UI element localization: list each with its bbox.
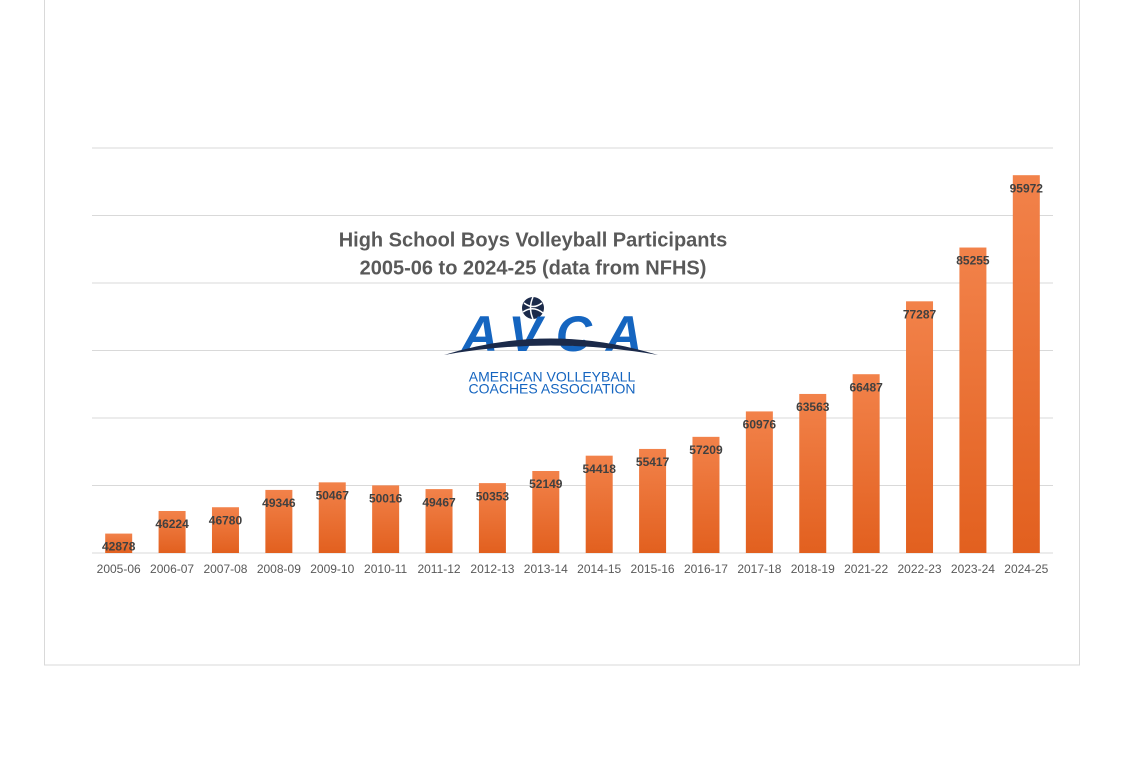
x-tick-label: 2024-25	[1004, 562, 1048, 576]
bar	[532, 470, 560, 553]
data-label: 77287	[903, 307, 937, 321]
bar	[105, 533, 133, 553]
chart-subtitle: 2005-06 to 2024-25 (data from NFHS)	[360, 257, 707, 279]
data-label: 49467	[422, 495, 456, 509]
data-label: 50353	[476, 489, 510, 503]
logo-line: COACHES ASSOCIATION	[469, 381, 636, 397]
data-label: 52149	[529, 477, 563, 491]
data-label: 55417	[636, 455, 670, 469]
data-label: 63563	[796, 400, 830, 414]
x-tick-label: 2006-07	[150, 562, 194, 576]
data-label: 46224	[155, 517, 189, 531]
bar	[692, 436, 720, 553]
data-label: 57209	[689, 443, 723, 457]
data-label: 85255	[956, 254, 990, 268]
x-tick-label: 2008-09	[257, 562, 301, 576]
x-tick-label: 2007-08	[203, 562, 247, 576]
bar	[906, 301, 934, 553]
x-tick-label: 2005-06	[97, 562, 141, 576]
bars	[105, 175, 1040, 553]
data-label: 46780	[209, 513, 243, 527]
bar	[211, 507, 239, 553]
chart-title: High School Boys Volleyball Participants	[339, 229, 728, 251]
data-label: 95972	[1010, 181, 1044, 195]
x-tick-label: 2010-11	[364, 562, 407, 576]
labels: 2005-06 42878 2006-07 46224 2007-08 46780 2008…	[97, 181, 1049, 576]
data-label: 66487	[849, 380, 883, 394]
bar	[265, 489, 293, 553]
bar	[372, 485, 400, 553]
bar	[478, 483, 506, 553]
bar	[158, 510, 186, 553]
bar	[585, 455, 613, 553]
x-tick-label: 2015-16	[631, 562, 675, 576]
x-tick-label: 2014-15	[577, 562, 621, 576]
x-tick-label: 2012-13	[470, 562, 514, 576]
grid	[92, 147, 1053, 554]
bar	[799, 393, 827, 553]
bar	[639, 448, 667, 553]
bar	[425, 489, 453, 553]
x-tick-label: 2022-23	[898, 562, 942, 576]
bar	[1012, 175, 1040, 553]
x-tick-label: 2013-14	[524, 562, 568, 576]
x-tick-label: 2017-18	[737, 562, 781, 576]
x-tick-label: 2023-24	[951, 562, 995, 576]
data-label: 54418	[583, 462, 617, 476]
data-label: 60976	[743, 418, 777, 432]
logo-ball-seams	[522, 296, 544, 320]
data-label: 50467	[316, 489, 350, 503]
x-tick-label: 2009-10	[310, 562, 354, 576]
bar	[318, 482, 346, 553]
x-tick-label: 2016-17	[684, 562, 728, 576]
x-tick-label: 2021-22	[844, 562, 888, 576]
bar	[959, 247, 987, 553]
data-label: 42878	[102, 540, 136, 554]
x-tick-label: 2018-19	[791, 562, 835, 576]
bar	[852, 374, 880, 553]
data-label: 50016	[369, 492, 403, 506]
logo-swoosh	[444, 338, 658, 355]
bar	[745, 411, 773, 553]
logo-line: AMERICAN VOLLEYBALL	[469, 369, 636, 385]
data-label: 49346	[262, 496, 296, 510]
x-tick-label: 2011-12	[417, 562, 460, 576]
